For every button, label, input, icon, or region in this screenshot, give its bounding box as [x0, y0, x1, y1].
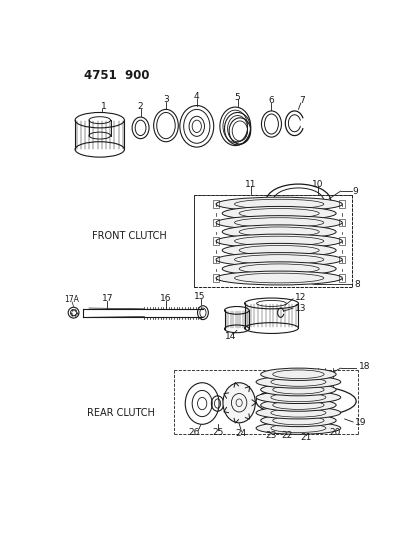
Text: 10: 10 [312, 180, 324, 189]
Ellipse shape [256, 391, 341, 403]
Ellipse shape [256, 376, 341, 388]
Text: 15: 15 [194, 292, 206, 301]
Ellipse shape [261, 368, 336, 381]
Ellipse shape [216, 216, 342, 230]
Ellipse shape [256, 407, 341, 419]
Ellipse shape [222, 244, 336, 257]
Bar [213, 256, 219, 263]
Text: 17A: 17A [64, 295, 80, 304]
Bar [339, 274, 346, 282]
Ellipse shape [216, 271, 342, 285]
Ellipse shape [222, 225, 336, 239]
Text: 8: 8 [355, 280, 360, 289]
Text: 9: 9 [353, 187, 358, 196]
Text: 22: 22 [281, 431, 293, 440]
Ellipse shape [261, 384, 336, 396]
Text: 23: 23 [266, 431, 277, 440]
Text: 4: 4 [194, 92, 200, 101]
Text: 7: 7 [299, 96, 305, 106]
Text: 25: 25 [212, 429, 223, 437]
Text: 1: 1 [101, 102, 106, 111]
Text: 11: 11 [245, 180, 257, 189]
Text: 18: 18 [359, 362, 370, 371]
Bar [339, 256, 346, 263]
Text: 24: 24 [236, 429, 247, 438]
Text: 14: 14 [225, 332, 236, 341]
Bar [213, 237, 219, 245]
Ellipse shape [223, 383, 255, 423]
Text: 6: 6 [268, 96, 274, 106]
Ellipse shape [216, 197, 342, 211]
Text: 26: 26 [189, 429, 200, 437]
Text: 4751  900: 4751 900 [84, 69, 150, 82]
Ellipse shape [216, 253, 342, 266]
Ellipse shape [261, 399, 336, 411]
Text: 20: 20 [329, 429, 340, 437]
Text: 3: 3 [163, 95, 169, 104]
Text: FRONT CLUTCH: FRONT CLUTCH [92, 231, 166, 241]
Bar [213, 200, 219, 208]
Text: REAR CLUTCH: REAR CLUTCH [87, 408, 155, 418]
Text: 16: 16 [160, 294, 172, 303]
Bar [213, 274, 219, 282]
Text: 19: 19 [355, 417, 366, 426]
Bar [195, 195, 353, 287]
Text: 5: 5 [235, 93, 240, 102]
Text: 17: 17 [102, 294, 113, 303]
Ellipse shape [222, 206, 336, 220]
Ellipse shape [256, 422, 341, 434]
Text: 13: 13 [295, 304, 306, 312]
Ellipse shape [216, 234, 342, 248]
Ellipse shape [222, 262, 336, 276]
Bar [339, 200, 346, 208]
Text: 2: 2 [138, 102, 143, 111]
Text: 12: 12 [295, 293, 306, 302]
Text: 21: 21 [300, 433, 312, 442]
Bar [213, 219, 219, 227]
Bar [339, 237, 346, 245]
Bar [339, 219, 346, 227]
Ellipse shape [261, 414, 336, 426]
